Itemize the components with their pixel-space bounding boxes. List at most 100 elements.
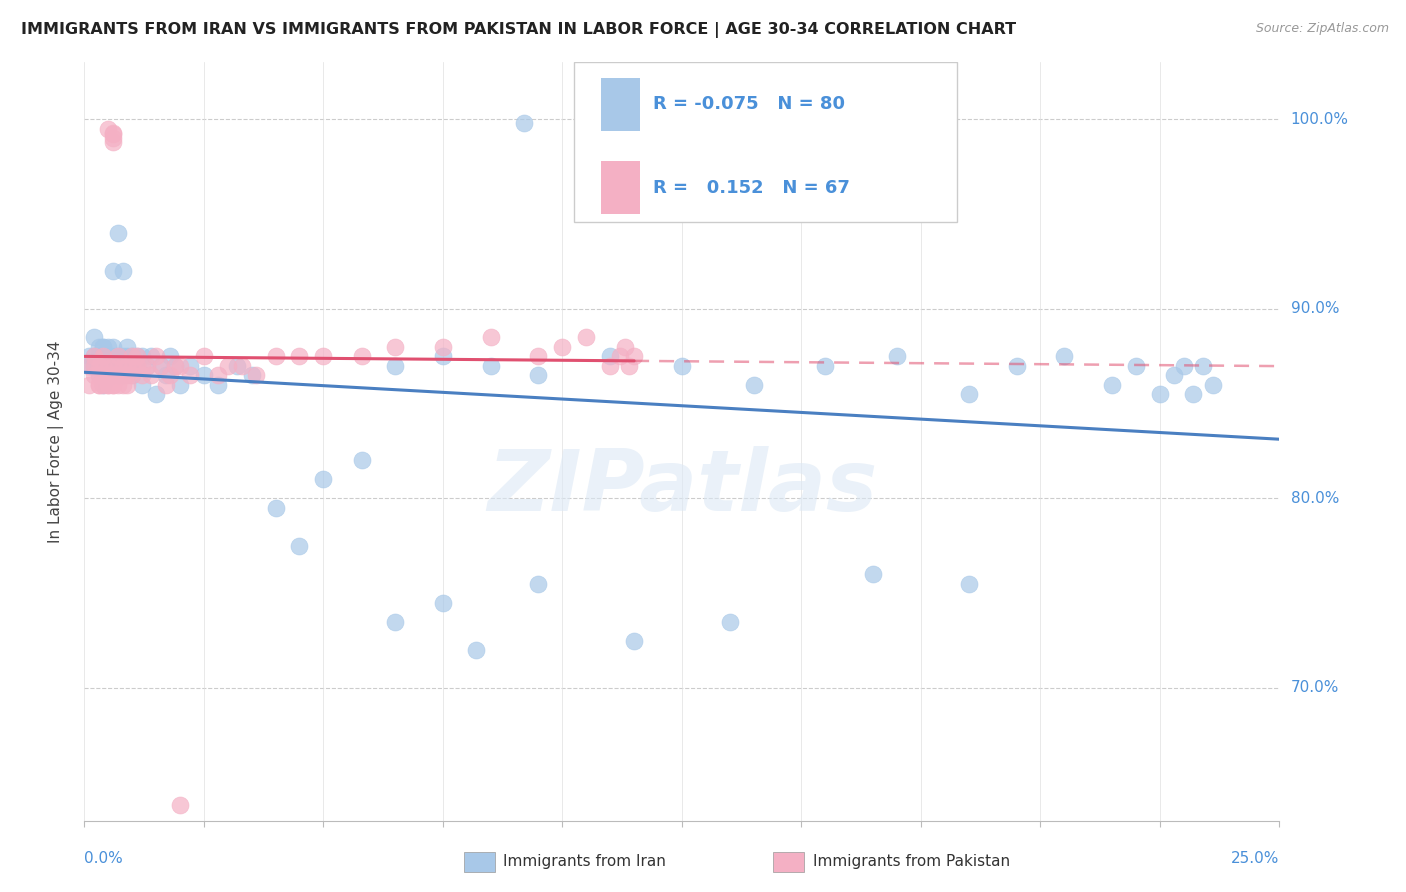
Point <box>83 330 105 344</box>
Point <box>101 135 124 149</box>
Point <box>432 349 454 363</box>
Point <box>97 377 120 392</box>
Point <box>125 359 148 373</box>
Point <box>155 368 177 383</box>
Point <box>121 368 143 383</box>
Point <box>111 349 134 363</box>
Point <box>312 473 335 487</box>
Point <box>97 349 120 363</box>
Text: 100.0%: 100.0% <box>1291 112 1348 127</box>
Point <box>957 387 980 401</box>
Point <box>264 349 287 363</box>
Point <box>135 359 157 373</box>
Point <box>599 349 621 363</box>
Point <box>193 368 215 383</box>
Point <box>179 368 201 383</box>
Point <box>312 349 335 363</box>
Point <box>135 359 157 373</box>
Point <box>101 368 124 383</box>
Point <box>97 368 120 383</box>
Point <box>288 539 311 553</box>
Point <box>350 349 373 363</box>
Point <box>1201 377 1223 392</box>
Point <box>619 359 641 373</box>
Point <box>87 377 110 392</box>
Point <box>742 377 765 392</box>
Point <box>384 340 406 354</box>
Point <box>97 121 120 136</box>
Point <box>1125 359 1147 373</box>
Point <box>131 377 153 392</box>
Point <box>350 453 373 467</box>
Point <box>159 368 181 383</box>
Point <box>111 359 134 373</box>
Y-axis label: In Labor Force | Age 30-34: In Labor Force | Age 30-34 <box>48 340 63 543</box>
Point <box>513 116 536 130</box>
Text: IMMIGRANTS FROM IRAN VS IMMIGRANTS FROM PAKISTAN IN LABOR FORCE | AGE 30-34 CORR: IMMIGRANTS FROM IRAN VS IMMIGRANTS FROM … <box>21 22 1017 38</box>
Point <box>165 359 187 373</box>
Point <box>83 359 105 373</box>
Text: 80.0%: 80.0% <box>1291 491 1339 506</box>
Point <box>623 633 645 648</box>
Point <box>101 264 124 278</box>
Point <box>97 368 120 383</box>
Point <box>117 368 139 383</box>
Point <box>432 340 454 354</box>
Point <box>77 349 100 363</box>
Point <box>107 368 129 383</box>
Point <box>117 359 139 373</box>
Point <box>193 349 215 363</box>
Point <box>101 359 124 373</box>
Point <box>111 368 134 383</box>
Point <box>245 368 267 383</box>
Point <box>77 359 100 373</box>
Point <box>111 264 134 278</box>
Point <box>93 377 115 392</box>
Point <box>527 368 550 383</box>
Point <box>107 226 129 240</box>
Point <box>107 349 129 363</box>
Point <box>101 359 124 373</box>
Point <box>141 368 163 383</box>
Point <box>77 359 100 373</box>
Point <box>87 368 110 383</box>
Point <box>141 349 163 363</box>
Point <box>149 359 172 373</box>
Point <box>131 349 153 363</box>
Point <box>107 359 129 373</box>
Point <box>551 340 574 354</box>
Text: 0.0%: 0.0% <box>84 851 124 866</box>
Point <box>240 368 263 383</box>
Point <box>93 368 115 383</box>
Text: ZIPatlas: ZIPatlas <box>486 445 877 529</box>
Point <box>101 377 124 392</box>
Point <box>101 131 124 145</box>
Point <box>384 615 406 629</box>
Point <box>93 359 115 373</box>
Point <box>671 359 693 373</box>
Text: Immigrants from Pakistan: Immigrants from Pakistan <box>813 855 1010 870</box>
Point <box>121 349 143 363</box>
Point <box>814 359 837 373</box>
Point <box>97 359 120 373</box>
Text: Immigrants from Iran: Immigrants from Iran <box>503 855 666 870</box>
Point <box>169 798 191 813</box>
Point <box>87 340 110 354</box>
Point <box>101 349 124 363</box>
Text: 70.0%: 70.0% <box>1291 681 1339 696</box>
Point <box>97 359 120 373</box>
Point <box>479 359 502 373</box>
Point <box>77 377 100 392</box>
Point <box>87 377 110 392</box>
Point <box>87 349 110 363</box>
Point <box>87 368 110 383</box>
Point <box>957 576 980 591</box>
Point <box>111 368 134 383</box>
Point <box>155 377 177 392</box>
Point <box>1192 359 1215 373</box>
Point <box>207 368 229 383</box>
Point <box>145 387 167 401</box>
Point <box>1163 368 1185 383</box>
Point <box>111 377 134 392</box>
Point <box>575 330 598 344</box>
